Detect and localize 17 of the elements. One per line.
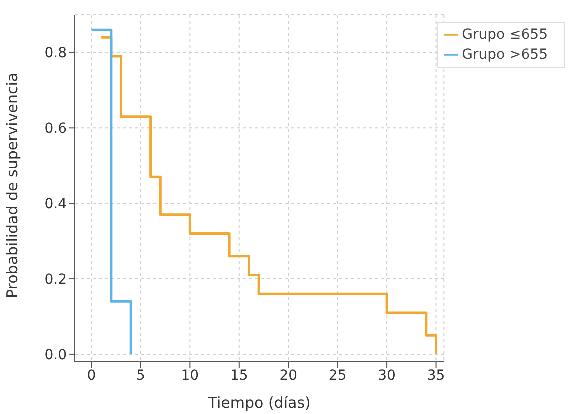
y-axis-title: Probabilidad de supervivencia: [3, 72, 22, 298]
x-tick-label: 35: [427, 368, 446, 384]
legend-label: Grupo ≤655: [462, 27, 548, 43]
legend-label: Grupo >655: [462, 47, 548, 63]
x-tick-label: 15: [230, 368, 248, 384]
y-tick-label: 0.2: [44, 272, 67, 288]
y-tick-label: 0.4: [44, 196, 68, 213]
y-tick-label: 0.0: [44, 347, 67, 364]
y-tick-label: 0.6: [44, 121, 68, 138]
x-tick-label: 20: [280, 368, 298, 384]
y-tick-label: 0.8: [44, 46, 67, 62]
x-tick-label: 5: [136, 368, 146, 384]
x-tick-label: 30: [378, 368, 396, 384]
x-axis-title: Tiempo (días): [207, 394, 311, 412]
x-tick-label: 25: [328, 368, 347, 384]
x-tick-label: 10: [181, 368, 200, 384]
x-tick-label: 0: [87, 368, 96, 384]
